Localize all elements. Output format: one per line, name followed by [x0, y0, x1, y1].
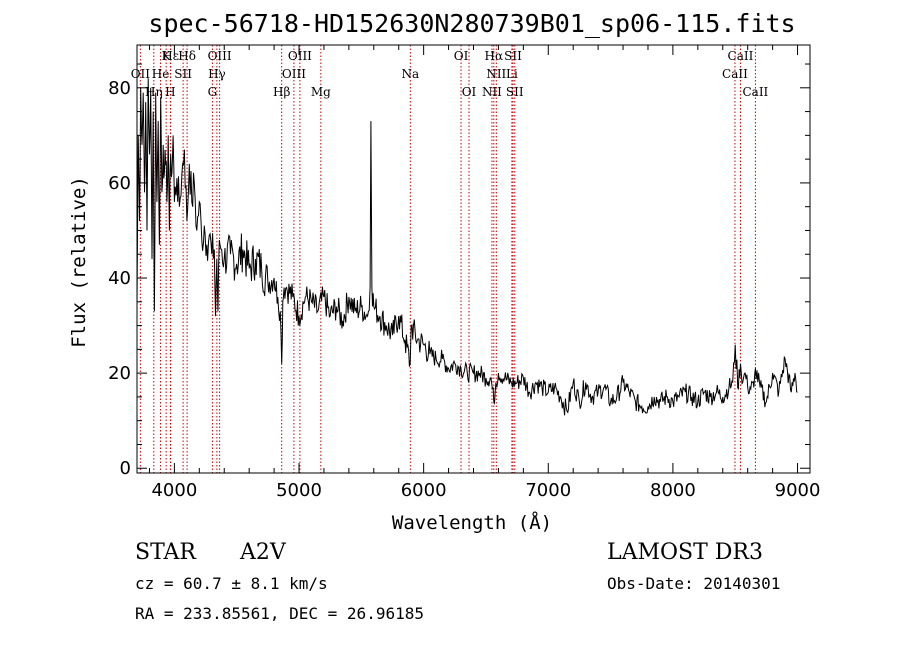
- y-tick-label: 40: [108, 268, 131, 289]
- y-tick-label: 0: [120, 458, 131, 479]
- line-marker-label: Hδ: [178, 49, 196, 63]
- line-marker-label: SII: [506, 85, 524, 99]
- x-axis-label: Wavelength (Å): [392, 511, 552, 534]
- line-marker-label: OIII: [288, 49, 312, 63]
- coordinates: RA = 233.85561, DEC = 26.96185: [135, 604, 424, 623]
- x-tick-label: 6000: [401, 480, 447, 501]
- line-marker-label: Mg: [311, 85, 331, 99]
- line-marker-label: OIII: [208, 49, 232, 63]
- x-tick-label: 8000: [650, 480, 696, 501]
- line-marker-label: Li: [506, 67, 518, 81]
- observation-date: Obs-Date: 20140301: [607, 574, 780, 593]
- y-axis-label: Flux (relative): [68, 176, 90, 348]
- line-marker-label: Na: [401, 67, 419, 81]
- line-marker-label: CaII: [728, 49, 754, 63]
- chart-title: spec-56718-HD152630N280739B01_sp06-115.f…: [148, 9, 795, 38]
- line-marker-label: Hα: [485, 49, 504, 63]
- line-marker-label: Hγ: [208, 67, 226, 81]
- line-marker-label: G: [208, 85, 218, 99]
- y-tick-label: 80: [108, 78, 131, 99]
- line-marker-label: Hη: [145, 85, 163, 99]
- y-tick-label: 20: [108, 363, 131, 384]
- line-marker-label: OII: [131, 67, 151, 81]
- line-marker-label: He: [152, 67, 170, 81]
- object-subclass: A2V: [239, 540, 287, 565]
- plot-frame: [136, 44, 811, 474]
- x-tick-label: 9000: [775, 480, 821, 501]
- line-marker-label: CaII: [722, 67, 748, 81]
- x-tick-label: 4000: [151, 480, 197, 501]
- y-axis-ticks: 0 20 40 60 80: [108, 63, 810, 479]
- line-marker-label: SII: [174, 67, 192, 81]
- line-marker-label: OI: [454, 49, 469, 63]
- x-tick-label: 5000: [276, 480, 322, 501]
- flux-series-line: [136, 78, 798, 416]
- line-marker-label: H: [165, 85, 175, 99]
- line-marker-label: OIII: [282, 67, 306, 81]
- line-marker-label: NII: [486, 67, 506, 81]
- survey-name: LAMOST DR3: [607, 540, 763, 565]
- x-tick-label: 7000: [525, 480, 571, 501]
- line-marker-label: Hβ: [273, 85, 290, 99]
- x-axis-ticks: 4000 5000 6000 7000 8000 9000: [148, 45, 821, 501]
- redshift-value: cz = 60.7 ± 8.1 km/s: [135, 574, 328, 593]
- line-marker-label: NII: [482, 85, 502, 99]
- line-marker-label: OI: [462, 85, 477, 99]
- line-marker-label: CaII: [742, 85, 768, 99]
- y-tick-label: 60: [108, 173, 131, 194]
- line-marker-label: SII: [504, 49, 522, 63]
- object-type: STAR: [135, 540, 197, 565]
- emission-line-markers: [139, 45, 756, 473]
- line-marker-label: K: [162, 49, 172, 63]
